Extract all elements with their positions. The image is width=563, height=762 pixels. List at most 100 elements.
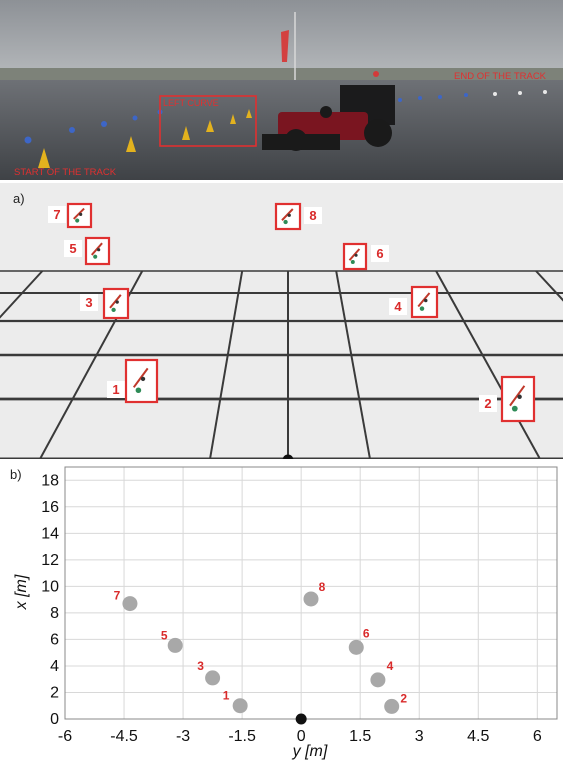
start-of-track-label: START OF THE TRACK <box>14 167 117 178</box>
marker-dot <box>97 248 101 252</box>
x-tick-label: 3 <box>415 728 424 745</box>
x-tick-label: 1.5 <box>349 728 371 745</box>
cone-point-label-7: 7 <box>114 589 121 603</box>
cone-marker-8: 8 <box>274 202 322 231</box>
origin-point <box>295 713 307 725</box>
windsock <box>281 30 289 62</box>
marker-label-6: 6 <box>376 246 383 261</box>
y-tick-label: 16 <box>41 499 59 516</box>
marker-label-1: 1 <box>112 382 119 397</box>
grid-column-line <box>435 270 541 459</box>
marker-label-4: 4 <box>394 299 402 314</box>
cone-marker-4: 4 <box>389 285 439 319</box>
y-tick-label: 6 <box>50 631 59 648</box>
perception-render: a) 1 2 3 4 5 6 7 8 <box>0 183 563 459</box>
marker-dot <box>354 253 358 257</box>
marker-label-bg <box>389 298 407 315</box>
x-tick-label: -1.5 <box>228 728 256 745</box>
cone-marker-6: 6 <box>342 242 389 271</box>
marker-box <box>124 358 159 404</box>
grid-column-line <box>335 270 371 459</box>
marker-arrow <box>348 248 361 261</box>
marker-box <box>410 285 439 319</box>
cone-point-4 <box>370 672 386 688</box>
marker-label-8: 8 <box>309 208 316 223</box>
marker-box <box>342 242 368 271</box>
marker-arrow <box>132 367 149 388</box>
cone-point-2 <box>384 698 400 714</box>
cone-point-3 <box>205 670 221 686</box>
axes-box <box>64 466 558 720</box>
cone-point-label-6: 6 <box>363 626 370 640</box>
marker-dot <box>93 254 98 259</box>
x-tick-label: -6 <box>58 728 72 745</box>
horizon-grass <box>0 68 563 82</box>
marker-arrow <box>109 294 122 309</box>
y-tick-label: 14 <box>41 525 59 542</box>
y-tick-label: 0 <box>50 711 59 728</box>
marker-box <box>102 287 130 320</box>
cone-point-label-4: 4 <box>387 659 394 673</box>
marker-arrow <box>73 207 85 220</box>
marker-label-7: 7 <box>53 207 60 222</box>
x-tick-label: 0 <box>297 728 306 745</box>
y-tick-label: 4 <box>50 658 59 675</box>
cone-point-label-2: 2 <box>400 691 407 705</box>
y-tick-label: 18 <box>41 472 59 489</box>
plot-points: 1 2 3 4 5 6 7 8 <box>114 580 407 725</box>
cone-point-label-8: 8 <box>319 580 326 594</box>
marker-dot <box>419 306 425 311</box>
y-axis-label: x [m] <box>13 574 30 610</box>
cone-point-label-3: 3 <box>197 659 204 673</box>
cone-marker-2: 2 <box>479 375 536 423</box>
cone-position-plot: b) -6 -4.5 -3 -1.5 0 1.5 3 4.5 6024681012141618 … <box>10 466 558 760</box>
cone-marker-5: 5 <box>64 236 111 266</box>
marker-dot <box>424 298 428 303</box>
cone-marker-1: 1 <box>107 358 159 404</box>
cone-point-1 <box>232 698 248 714</box>
cone-point-7 <box>122 596 138 612</box>
marker-dot <box>111 307 116 313</box>
perspective-grid <box>0 270 563 459</box>
marker-box <box>500 375 536 423</box>
marker-dot <box>79 212 83 216</box>
marker-label-3: 3 <box>85 295 92 310</box>
cone-point-5 <box>167 637 183 653</box>
y-tick-label: 10 <box>41 578 59 595</box>
render-origin <box>282 454 294 459</box>
marker-dot <box>140 376 146 382</box>
cone-marker-3: 3 <box>80 287 130 320</box>
marker-box <box>84 236 111 266</box>
left-curve-label: LEFT CURVE <box>163 98 219 108</box>
cone-point-8 <box>303 591 319 607</box>
marker-label-bg <box>64 240 82 257</box>
cones <box>24 90 547 168</box>
y-tick-label: 2 <box>50 684 59 701</box>
marker-dot <box>287 213 291 217</box>
marker-label-bg <box>371 245 389 262</box>
marker-dot <box>75 218 80 223</box>
cone-point-label-1: 1 <box>223 689 230 703</box>
marker-arrow <box>91 242 103 256</box>
marker-label-bg <box>48 206 66 223</box>
marker-dot <box>517 394 522 400</box>
marker-box <box>66 202 93 229</box>
race-car <box>262 71 395 151</box>
marker-label-5: 5 <box>69 241 76 256</box>
marker-arrow <box>281 208 294 221</box>
x-tick-label: -4.5 <box>110 728 138 745</box>
marker-dot <box>115 300 119 304</box>
x-tick-label: 4.5 <box>467 728 489 745</box>
panel-label-b: b) <box>10 467 22 482</box>
detected-cones: 1 2 3 4 5 6 7 8 <box>48 202 536 423</box>
marker-dot <box>511 405 518 412</box>
cone-point-label-5: 5 <box>161 628 168 642</box>
x-tick-label: 6 <box>533 728 542 745</box>
marker-label-2: 2 <box>484 396 491 411</box>
marker-box <box>274 202 302 231</box>
end-of-track-label: END OF THE TRACK <box>454 71 547 82</box>
marker-arrow <box>417 292 431 308</box>
marker-label-bg <box>107 381 125 398</box>
x-axis-label: y [m] <box>292 743 328 760</box>
